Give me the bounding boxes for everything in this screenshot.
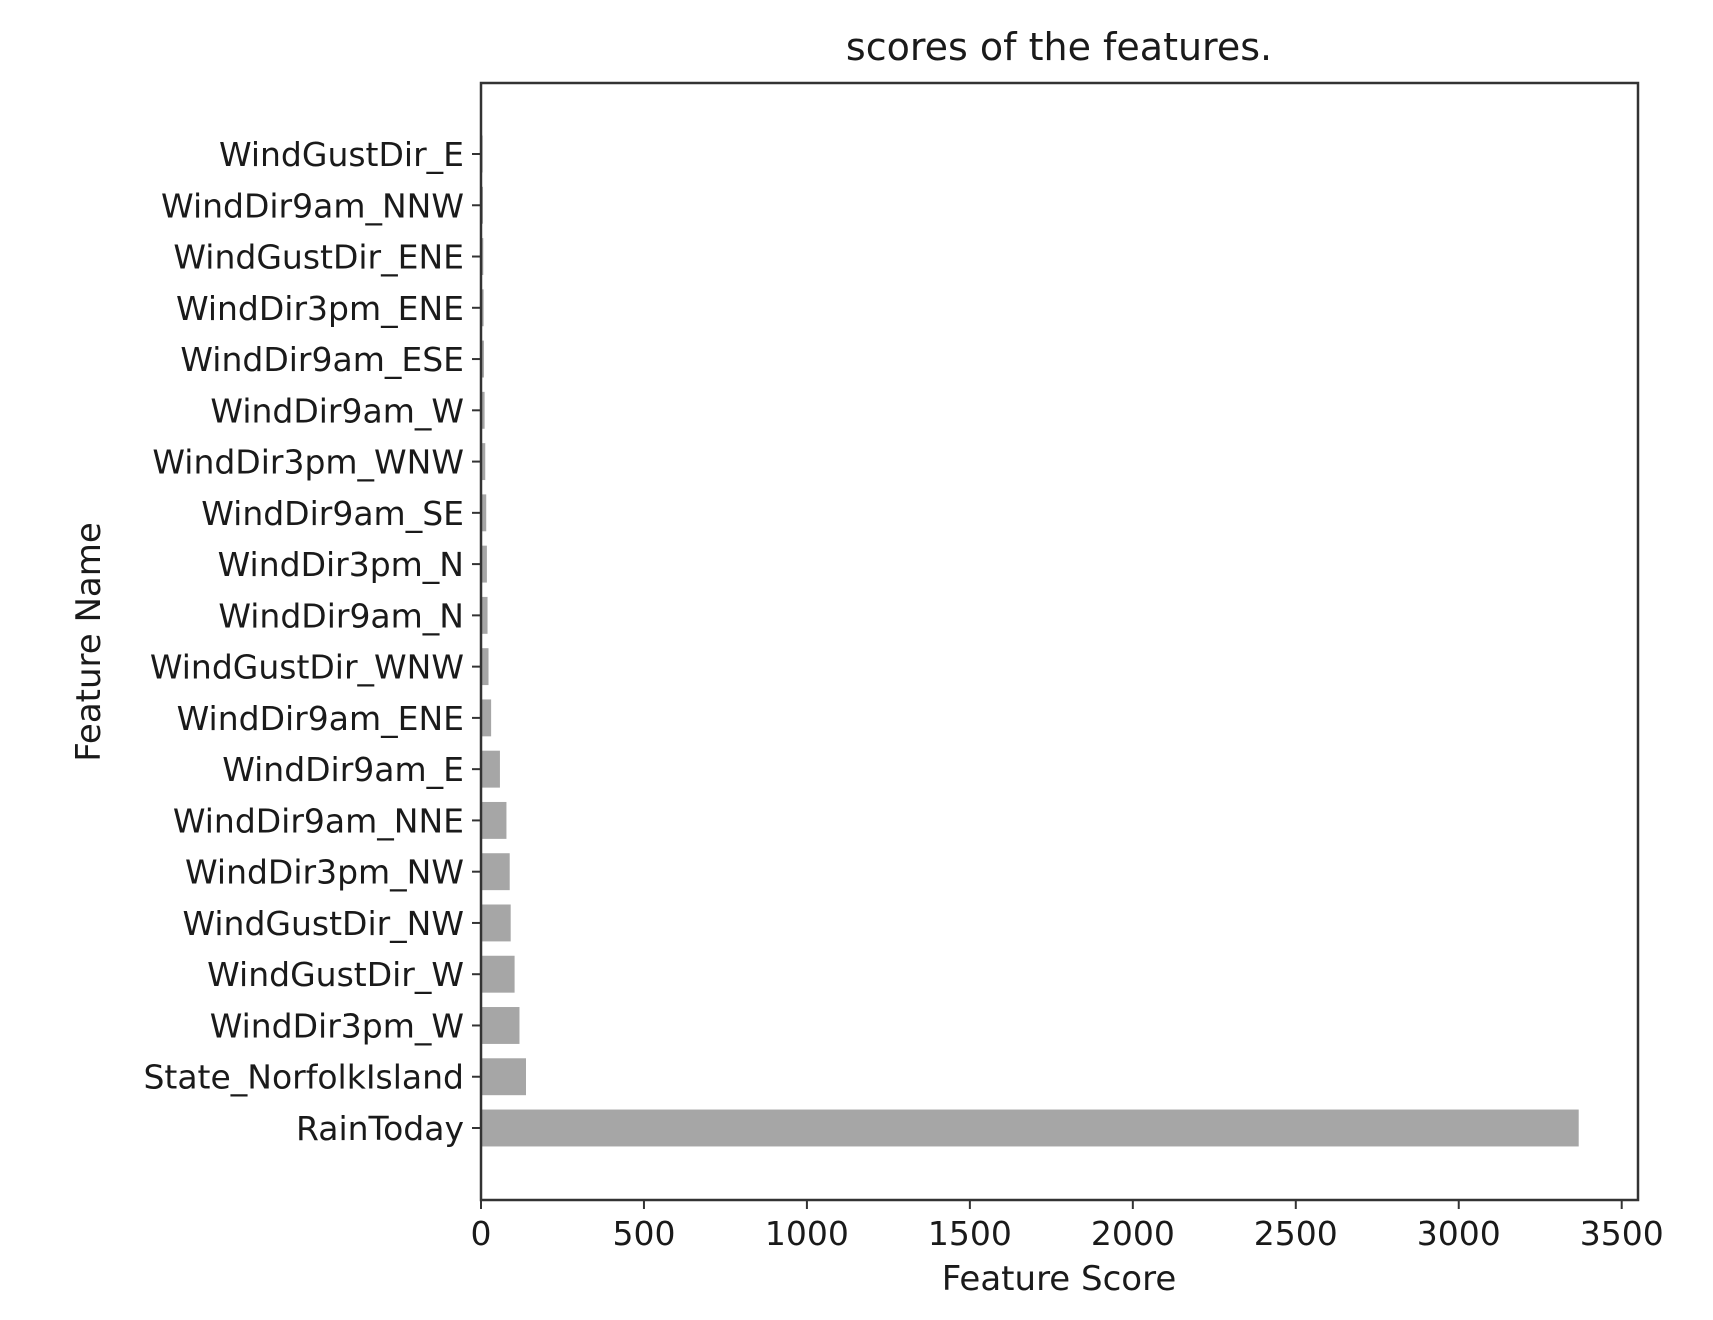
bar-winddir9am-n [482,596,488,634]
x-tick-label-2000: 2000 [1091,1214,1175,1253]
plot-frame [479,81,1640,1202]
x-tick-label-1000: 1000 [765,1214,849,1253]
bar-windgustdir-e [482,135,483,173]
y-tick-label-winddir9am-ese: WindDir9am_ESE [180,340,464,379]
bar-winddir9am-ese [482,340,484,378]
y-tick-label-winddir9am-se: WindDir9am_SE [201,494,464,533]
x-tick-label-1500: 1500 [928,1214,1012,1253]
x-tick-label-0: 0 [471,1214,492,1253]
x-axis-ticks: 0 500 1000 1500 2000 2500 3000 3500 [471,1200,1664,1253]
y-tick-label-windgustdir-e: WindGustDir_E [219,135,464,174]
bar-winddir3pm-ene [482,289,484,327]
bar-winddir9am-ene [482,699,492,737]
bar-winddir9am-nne [482,801,507,839]
y-tick-label-winddir3pm-n: WindDir3pm_N [218,545,464,584]
y-tick-label-windgustdir-w: WindGustDir_W [207,955,464,994]
bar-winddir3pm-nw [482,853,510,891]
y-tick-label-winddir9am-e: WindDir9am_E [222,750,464,789]
y-tick-label-winddir9am-ene: WindDir9am_ENE [177,699,464,738]
bar-windgustdir-nw [482,904,511,942]
bar-raintoday [482,1109,1579,1147]
y-tick-label-raintoday: RainToday [296,1109,464,1148]
y-axis-label: Feature Name [69,522,109,762]
bar-winddir3pm-n [482,545,487,583]
y-tick-label-state-norfolkisland: State_NorfolkIsland [143,1058,464,1097]
x-tick-label-3000: 3000 [1417,1214,1501,1253]
y-tick-label-winddir9am-nnw: WindDir9am_NNW [161,186,464,225]
x-tick-label-500: 500 [612,1214,675,1253]
bar-windgustdir-ene [482,238,484,275]
chart-title: scores of the features. [846,25,1272,69]
y-tick-label-winddir3pm-nw: WindDir3pm_NW [185,853,464,892]
bar-windgustdir-wnw [482,648,489,686]
y-tick-label-windgustdir-nw: WindGustDir_NW [182,904,464,943]
y-axis-ticks: WindGustDir_E WindDir9am_NNW WindGustDir_E… [143,135,481,1148]
bars-group [482,135,1579,1147]
y-tick-label-winddir3pm-wnw: WindDir3pm_WNW [152,443,464,482]
bar-winddir9am-nnw [482,186,483,224]
y-tick-label-windgustdir-wnw: WindGustDir_WNW [150,648,464,687]
x-tick-label-2500: 2500 [1254,1214,1338,1253]
y-tick-label-winddir9am-nne: WindDir9am_NNE [173,801,464,840]
bar-windgustdir-w [482,955,515,993]
bar-winddir9am-e [482,750,500,788]
bar-winddir9am-w [482,391,485,429]
y-tick-label-winddir9am-w: WindDir9am_W [210,391,464,430]
y-tick-label-winddir3pm-w: WindDir3pm_W [210,1006,464,1045]
bar-winddir3pm-wnw [482,443,486,481]
x-tick-label-3500: 3500 [1580,1214,1664,1253]
y-tick-label-winddir9am-n: WindDir9am_N [218,596,464,635]
x-axis-label: Feature Score [942,1259,1177,1299]
bar-winddir3pm-w [482,1007,520,1044]
y-tick-label-winddir3pm-ene: WindDir3pm_ENE [176,289,464,328]
y-tick-label-windgustdir-ene: WindGustDir_ENE [173,238,464,277]
bar-state-norfolkisland [482,1058,526,1096]
bar-winddir9am-se [482,494,487,532]
